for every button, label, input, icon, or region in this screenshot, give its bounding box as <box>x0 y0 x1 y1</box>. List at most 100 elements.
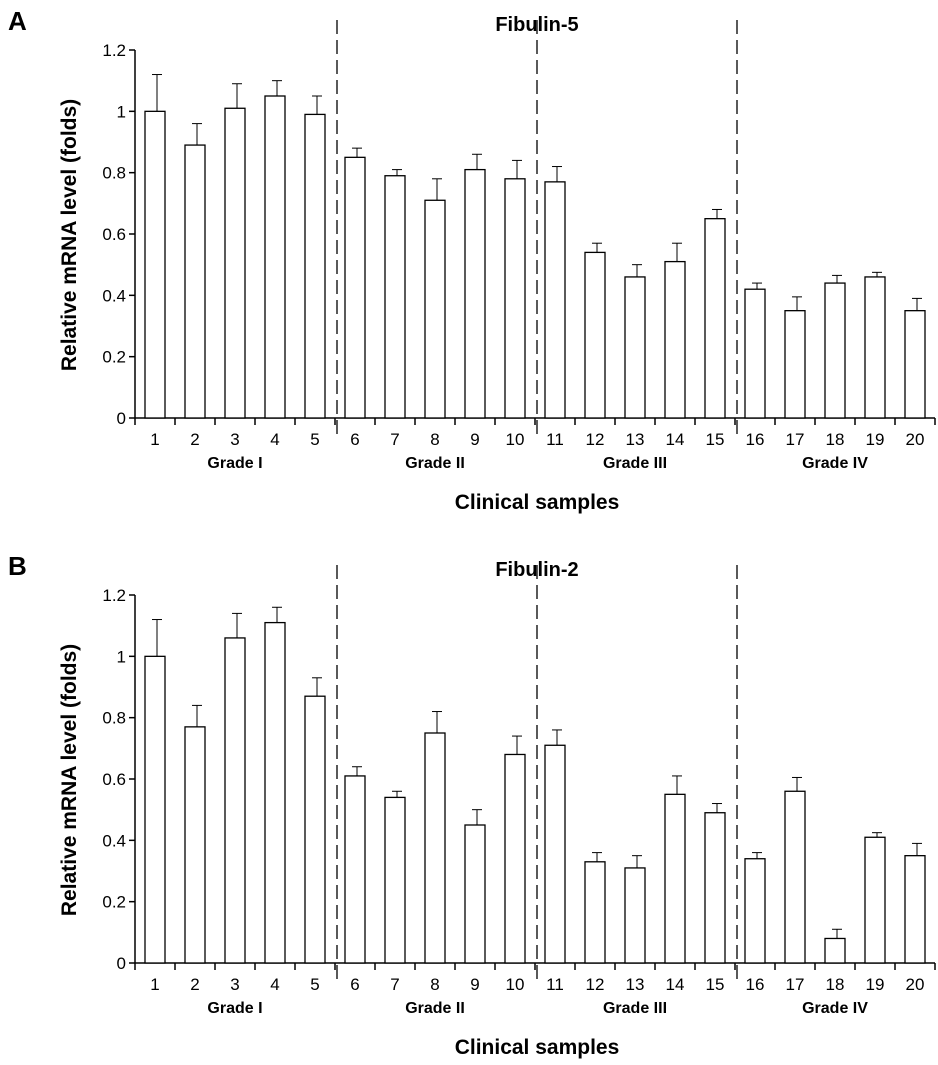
bar <box>704 218 726 419</box>
error-bar <box>872 271 882 277</box>
bar <box>424 732 446 964</box>
x-tick-label: 13 <box>626 430 645 449</box>
bar <box>544 181 566 419</box>
x-tick-label: 5 <box>310 975 319 994</box>
x-tick-label: 6 <box>350 975 359 994</box>
plot-area: 00.20.40.60.811.21 2 3 4 5 6 7 8 9 10 11 12 13 14 15 16… <box>102 20 936 472</box>
bar <box>744 288 766 419</box>
x-tick-label: 17 <box>786 430 805 449</box>
plot-area: 00.20.40.60.811.21 2 3 4 5 6 7 8 9 10 11 12 13 14 15 16… <box>102 565 936 1017</box>
x-tick-label: 10 <box>506 975 525 994</box>
bar <box>504 178 526 419</box>
bar <box>784 790 806 964</box>
error-bar <box>472 153 482 170</box>
error-bar <box>152 619 162 657</box>
y-tick-label: 0.8 <box>102 709 126 728</box>
error-bar <box>312 95 322 115</box>
y-tick-label: 0.6 <box>102 225 126 244</box>
y-tick-label: 0.2 <box>102 893 126 912</box>
y-tick-label: 0.6 <box>102 770 126 789</box>
error-bar <box>192 123 202 146</box>
error-bar <box>752 282 762 290</box>
chart-panel-b: B Fibulin-2 Relative mRNA level (folds) … <box>0 545 938 1065</box>
error-bar <box>352 147 362 158</box>
error-bar <box>792 776 802 792</box>
error-bar <box>552 166 562 182</box>
bar <box>584 251 606 419</box>
x-tick-label: 14 <box>666 975 685 994</box>
bar <box>904 855 926 964</box>
x-tick-label: 17 <box>786 975 805 994</box>
bar-chart-b: B Fibulin-2 Relative mRNA level (folds) … <box>8 551 936 1059</box>
error-bar <box>752 852 762 859</box>
panel-letter: B <box>8 551 27 581</box>
bar <box>144 110 166 419</box>
error-bar <box>232 612 242 638</box>
x-tick-label: 3 <box>230 430 239 449</box>
x-tick-label: 3 <box>230 975 239 994</box>
error-bar <box>232 83 242 109</box>
x-tick-label: 11 <box>546 430 564 449</box>
x-tick-label: 13 <box>626 975 645 994</box>
x-tick-label: 12 <box>586 430 605 449</box>
group-label: Grade IV <box>802 455 868 472</box>
x-tick-label: 9 <box>470 975 479 994</box>
bar <box>264 621 286 964</box>
x-tick-label: 6 <box>350 430 359 449</box>
x-tick-label: 4 <box>270 430 279 449</box>
x-tick-label: 5 <box>310 430 319 449</box>
error-bar <box>432 711 442 733</box>
x-tick-label: 9 <box>470 430 479 449</box>
x-tick-label: 10 <box>506 430 525 449</box>
error-bar <box>512 159 522 179</box>
bar <box>184 144 206 419</box>
bar <box>384 796 406 964</box>
error-bar <box>272 606 282 623</box>
x-tick-label: 8 <box>430 975 439 994</box>
error-bar <box>512 735 522 755</box>
bar <box>384 175 406 419</box>
x-tick-label: 18 <box>826 975 845 994</box>
x-tick-label: 16 <box>746 975 765 994</box>
group-label: Grade I <box>207 1000 262 1017</box>
bar <box>184 726 206 964</box>
error-bar <box>432 178 442 201</box>
x-tick-label: 12 <box>586 975 605 994</box>
x-tick-label: 1 <box>150 975 159 994</box>
error-bar <box>672 242 682 262</box>
bar <box>784 310 806 419</box>
bar <box>504 753 526 964</box>
error-bar <box>912 842 922 856</box>
y-axis-label: Relative mRNA level (folds) <box>58 99 81 371</box>
bar <box>824 282 846 419</box>
x-tick-label: 1 <box>150 430 159 449</box>
bar <box>224 637 246 964</box>
group-label: Grade IV <box>802 1000 868 1017</box>
x-tick-label: 19 <box>866 430 885 449</box>
x-tick-label: 15 <box>706 975 725 994</box>
chart-panel-a: A Fibulin-5 Relative mRNA level (folds) … <box>0 0 938 520</box>
group-label: Grade III <box>603 1000 667 1017</box>
y-tick-label: 0 <box>117 954 126 973</box>
bar <box>464 168 486 419</box>
error-bar <box>392 169 402 176</box>
y-tick-label: 0 <box>117 409 126 428</box>
error-bar <box>192 704 202 727</box>
bar <box>224 107 246 419</box>
y-tick-label: 0.4 <box>102 831 126 850</box>
bar <box>304 113 326 419</box>
group-label: Grade I <box>207 455 262 472</box>
x-tick-label: 18 <box>826 430 845 449</box>
error-bar <box>632 855 642 868</box>
y-tick-label: 0.4 <box>102 286 126 305</box>
bar <box>664 793 686 964</box>
error-bar <box>472 809 482 825</box>
bar <box>624 276 646 419</box>
y-tick-label: 1.2 <box>102 41 126 60</box>
error-bar <box>792 296 802 311</box>
bar <box>624 867 646 964</box>
x-tick-label: 11 <box>546 975 564 994</box>
error-bar <box>592 852 602 862</box>
error-bar <box>152 74 162 112</box>
bar <box>264 95 286 419</box>
